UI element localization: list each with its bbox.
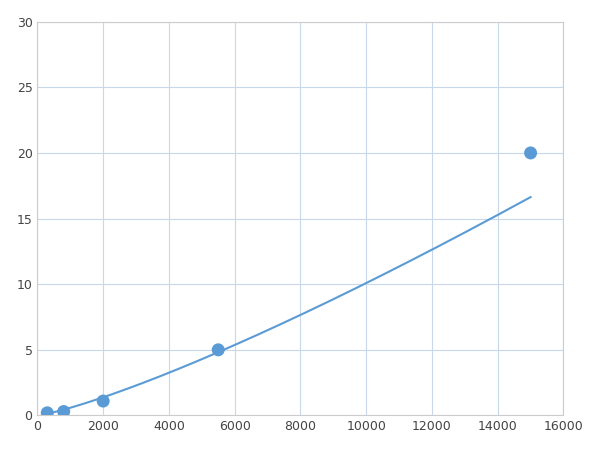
Point <box>98 397 108 405</box>
Point <box>526 149 535 157</box>
Point <box>214 346 223 353</box>
Point <box>43 409 52 416</box>
Point <box>59 408 68 415</box>
